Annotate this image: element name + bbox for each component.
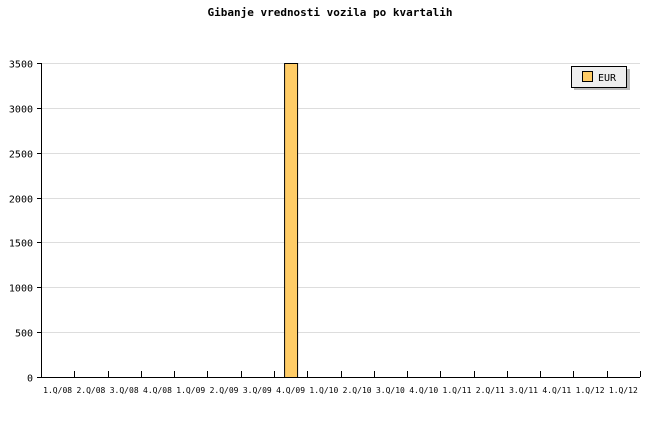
x-tick-label: 2.Q/10 — [343, 386, 372, 395]
x-tick-label: 4.Q/09 — [276, 386, 305, 395]
y-tick-label: 2000 — [9, 195, 33, 206]
legend: EUR — [571, 66, 630, 90]
y-tick-label: 2500 — [9, 150, 33, 161]
legend-swatch — [582, 71, 593, 82]
x-tick-label: 2.Q/08 — [76, 386, 105, 395]
x-tick-label: 3.Q/11 — [509, 386, 538, 395]
x-tick-label: 2.Q/09 — [210, 386, 239, 395]
x-tick-label: 4.Q/10 — [409, 386, 438, 395]
x-tick-label: 1.Q/11 — [443, 386, 472, 395]
x-tick-label: 3.Q/10 — [376, 386, 405, 395]
y-tick-label: 0 — [27, 374, 33, 385]
x-tick-label: 3.Q/08 — [110, 386, 139, 395]
x-tick-label: 1.Q/08 — [43, 386, 72, 395]
x-tick-label: 4.Q/11 — [542, 386, 571, 395]
x-tick-label: 1.Q/10 — [309, 386, 338, 395]
x-tick-label: 3.Q/09 — [243, 386, 272, 395]
x-tick-label: 1.Q/12 — [576, 386, 605, 395]
x-tick-label: 1.Q/09 — [176, 386, 205, 395]
y-tick-label: 1500 — [9, 239, 33, 250]
legend-label: EUR — [598, 73, 617, 84]
y-tick-label: 1000 — [9, 284, 33, 295]
y-tick-label: 3000 — [9, 105, 33, 116]
chart-title: Gibanje vrednosti vozila po kvartalih — [207, 6, 452, 19]
x-tick-label: 2.Q/11 — [476, 386, 505, 395]
y-tick-label: 500 — [15, 329, 33, 340]
bar — [284, 63, 299, 378]
y-tick-label: 3500 — [9, 60, 33, 71]
x-tick-label: 4.Q/08 — [143, 386, 172, 395]
x-tick-label: 1.Q/12 — [609, 386, 638, 395]
